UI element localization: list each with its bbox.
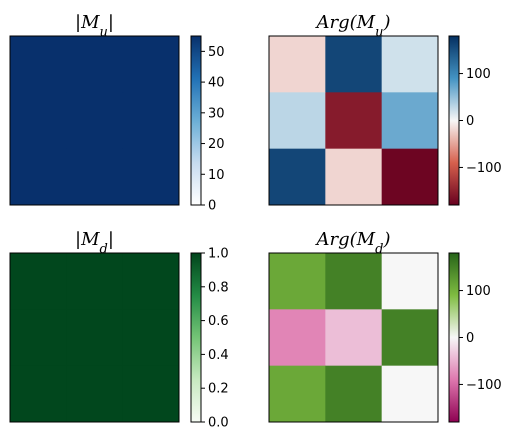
heatmap-cell [66,365,124,423]
colorbar-tick-label: 20 [208,137,225,152]
panel-2: |Md| 0.0 0.2 0.4 0.6 0.8 1.0 [9,229,229,431]
heatmap-cell [269,36,326,93]
colorbar-tick-label: 40 [208,76,225,91]
heatmap-cell [66,92,124,150]
panel-1: Arg(Mu) 100 0 −100 [268,12,502,206]
heatmap-cell [325,148,383,206]
colorbar-tick-label: −100 [466,378,502,393]
heatmap-cell [122,148,180,206]
panel-title: Arg(Md) [315,229,391,257]
colorbar-tick-label: 30 [208,106,225,121]
heatmap-cell [66,36,124,93]
heatmap-cell [122,92,180,150]
colorbar [191,253,201,422]
colorbar-frame [190,252,202,423]
heatmap-cell [10,365,67,423]
colorbar-tick-label: 1.0 [208,247,229,262]
heatmap-cell [381,36,439,93]
colorbar-tick-label: 0.8 [208,280,229,295]
heatmap-cell [10,92,67,150]
heatmap-cell [381,148,439,206]
axes-frame [9,35,180,206]
colorbar-tick-label: 0.6 [208,314,229,329]
heatmap-cell [325,365,383,423]
colorbar-tick-label: 100 [466,284,491,299]
axes-frame [9,252,180,423]
panel-title: Arg(Mu) [315,12,391,40]
panel-3: Arg(Md) 100 0 −100 [268,229,502,423]
heatmap-cell [66,253,124,310]
colorbar [449,253,459,422]
heatmap-cell [269,92,326,150]
heatmap-cell [122,309,180,367]
heatmap-cell [10,309,67,367]
colorbar-tick-label: 0.4 [208,348,229,363]
heatmap-cell [325,92,383,150]
heatmap-cell [122,365,180,423]
heatmap-cell [325,36,383,93]
heatmap-cell [381,309,439,367]
panel-title: |Mu| [75,12,114,40]
colorbar-tick-label: 10 [208,168,225,183]
heatmap-cell [269,365,326,423]
colorbar [449,36,459,205]
colorbar-tick-label: 0 [208,199,216,214]
heatmap-cell [325,253,383,310]
heatmap-cell [381,365,439,423]
heatmap-cell [325,309,383,367]
colorbar-tick-label: 100 [466,67,491,82]
colorbar-tick-label: 0 [466,114,474,129]
colorbar-tick-label: 50 [208,45,225,60]
panel-title: |Md| [75,229,114,257]
heatmap-cell [10,253,67,310]
heatmap-cell [122,36,180,93]
colorbar-tick-label: 0.0 [208,416,229,431]
colorbar [191,36,201,205]
heatmap-cell [66,309,124,367]
axes-frame [268,252,439,423]
colorbar-tick-label: 0.2 [208,382,229,397]
heatmap-cell [10,36,67,93]
heatmap-cell [10,148,67,206]
colorbar-frame [190,35,202,206]
panel-0: |Mu| 0 10 20 30 40 50 [9,12,225,214]
heatmap-cell [269,148,326,206]
heatmap-cell [66,148,124,206]
heatmap-cell [122,253,180,310]
axes-frame [268,35,439,206]
colorbar-tick-label: −100 [466,161,502,176]
colorbar-tick-label: 0 [466,331,474,346]
heatmap-cell [269,253,326,310]
heatmap-cell [269,309,326,367]
heatmap-cell [381,92,439,150]
heatmap-cell [381,253,439,310]
